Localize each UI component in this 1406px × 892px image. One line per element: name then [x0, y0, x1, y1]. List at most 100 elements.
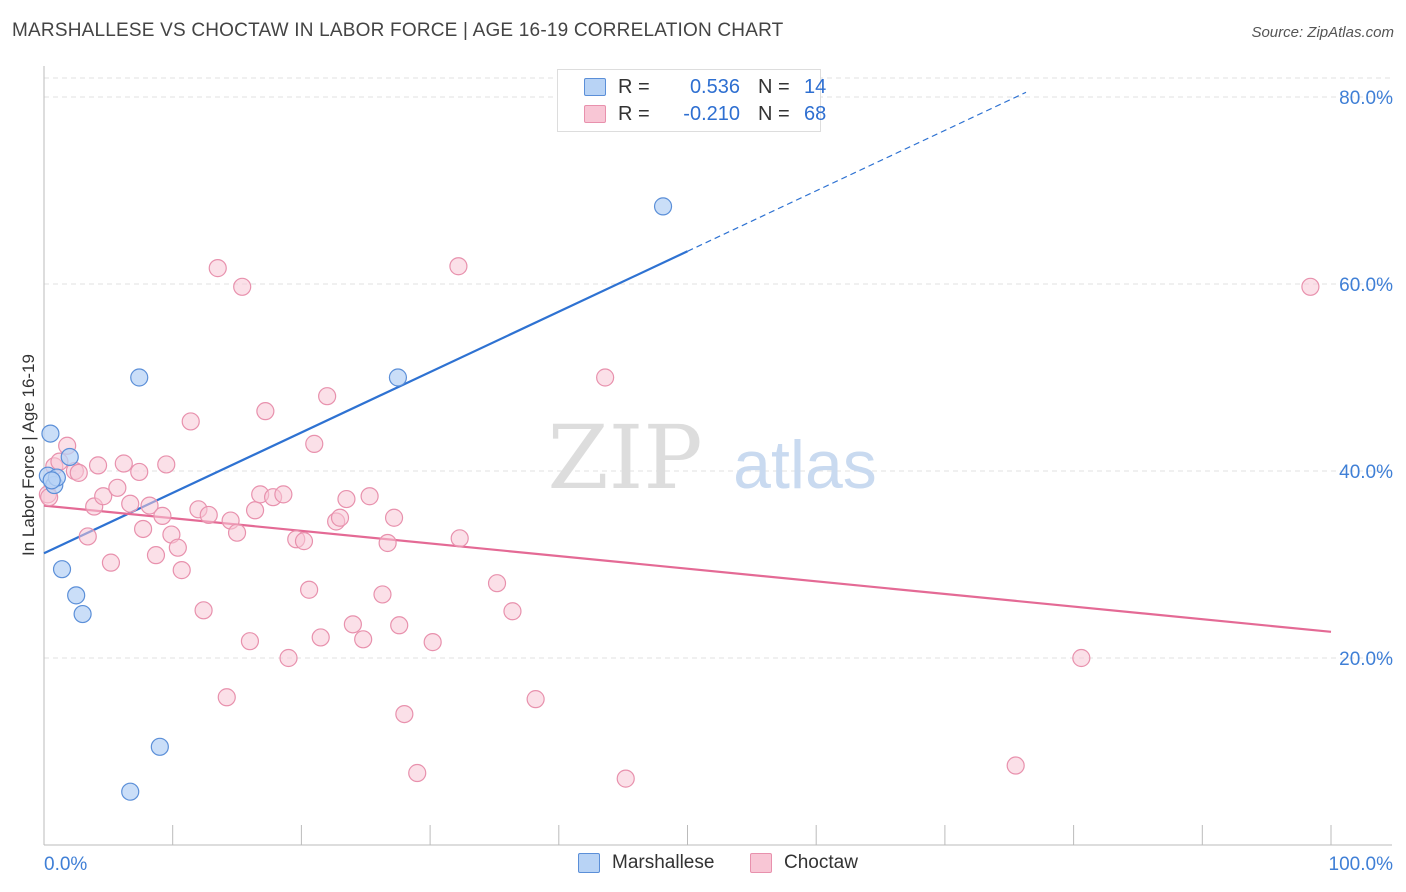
n-label: N = — [758, 75, 790, 98]
choctaw-point — [330, 508, 350, 527]
choctaw-point — [395, 704, 414, 724]
marshallese-legend-swatch — [578, 853, 600, 873]
choctaw-point — [94, 487, 113, 506]
r-value: 0.536 — [689, 75, 740, 98]
choctaw-legend-swatch — [750, 853, 772, 873]
choctaw-point — [181, 412, 200, 431]
tick-labels: 20.0% 40.0% 60.0% 80.0% 0.0% 100.0% — [44, 88, 1393, 875]
choctaw-point — [199, 505, 218, 525]
choctaw-point — [233, 277, 252, 296]
choctaw-point — [121, 494, 140, 513]
choctaw-point — [108, 478, 127, 497]
choctaw-point — [245, 501, 265, 520]
choctaw-point — [408, 763, 427, 783]
choctaw-point — [274, 485, 293, 504]
choctaw-point — [596, 368, 615, 387]
n-value: 68 — [804, 102, 827, 125]
trend-lines — [43, 91, 1332, 633]
choctaw-point — [256, 402, 275, 421]
choctaw-point — [153, 506, 172, 525]
choctaw-point — [450, 529, 469, 548]
watermark: ZIP atlas — [547, 406, 876, 509]
y-tick-label: 60.0% — [1339, 275, 1393, 296]
choctaw-point — [318, 387, 337, 406]
chart-title: MARSHALLESE VS CHOCTAW IN LABOR FORCE | … — [12, 20, 784, 41]
choctaw-point — [157, 455, 176, 474]
marshallese-point — [653, 197, 673, 216]
choctaw-point — [130, 462, 149, 482]
choctaw-point — [503, 602, 522, 621]
x-tick-label-max: 100.0% — [1329, 854, 1394, 875]
choctaw-point — [305, 434, 324, 453]
data-points — [38, 197, 1320, 801]
choctaw-point — [279, 648, 298, 668]
choctaw-point — [300, 580, 319, 599]
bottom-legend-choctaw: Choctaw — [750, 852, 858, 874]
r-label: R = — [618, 75, 650, 98]
x-tick-label-min: 0.0% — [44, 854, 87, 875]
choctaw-point — [526, 690, 545, 709]
choctaw-point — [101, 553, 121, 572]
marshallese-trend-extension — [687, 91, 1027, 252]
choctaw-point — [227, 523, 247, 542]
choctaw-point — [449, 257, 468, 276]
marshallese-point — [121, 782, 140, 801]
y-tick-label: 80.0% — [1339, 88, 1393, 109]
choctaw-point — [240, 632, 260, 651]
marshallese-swatch — [584, 78, 606, 96]
choctaw-point — [354, 630, 373, 649]
legend-row-choctaw: R = -0.210 N = 68 — [584, 103, 826, 125]
choctaw-point — [78, 527, 97, 546]
choctaw-point — [337, 489, 356, 509]
marshallese-point — [67, 586, 86, 605]
choctaw-trend-line — [43, 504, 1332, 633]
legend-row-marshallese: R = 0.536 N = 14 — [584, 76, 826, 98]
marshallese-point — [388, 368, 408, 387]
watermark-zip: ZIP — [547, 406, 702, 509]
watermark-atlas: atlas — [733, 427, 877, 503]
axes — [43, 66, 1392, 846]
choctaw-point — [616, 769, 635, 788]
choctaw-point — [487, 574, 507, 593]
marshallese-point — [42, 471, 61, 490]
choctaw-point — [294, 532, 314, 551]
choctaw-point — [390, 616, 409, 635]
choctaw-point — [343, 615, 362, 634]
r-value: -0.210 — [683, 102, 740, 125]
marshallese-point — [130, 368, 149, 387]
choctaw-swatch — [584, 105, 606, 123]
n-value: 14 — [804, 75, 827, 98]
choctaw-point — [133, 519, 153, 539]
choctaw-point — [311, 628, 330, 647]
source-label: Source: ZipAtlas.com — [1251, 24, 1394, 41]
choctaw-legend-label: Choctaw — [784, 852, 858, 873]
marshallese-point — [60, 447, 79, 467]
choctaw-point — [168, 538, 187, 557]
choctaw-point — [384, 508, 404, 527]
choctaw-point — [1301, 277, 1320, 296]
r-label: R = — [618, 102, 650, 125]
choctaw-point — [114, 454, 133, 473]
choctaw-point — [373, 585, 392, 604]
choctaw-point — [378, 533, 397, 553]
marshallese-point — [73, 604, 92, 624]
marshallese-legend-label: Marshallese — [612, 852, 715, 873]
choctaw-point — [140, 496, 159, 515]
choctaw-point — [194, 601, 213, 620]
marshallese-point — [150, 737, 169, 756]
choctaw-point — [69, 463, 88, 482]
n-label: N = — [758, 102, 790, 125]
choctaw-point — [208, 259, 227, 278]
correlation-legend: R = 0.536 N = 14 R = -0.210 N = 68 — [557, 69, 826, 132]
bottom-legend-marshallese: Marshallese — [578, 852, 714, 874]
marshallese-point — [52, 560, 72, 579]
choctaw-point — [146, 546, 166, 565]
choctaw-point — [1072, 648, 1091, 668]
marshallese-point — [41, 424, 60, 443]
choctaw-point — [1006, 756, 1025, 775]
choctaw-point — [423, 633, 442, 652]
y-tick-label: 20.0% — [1339, 649, 1393, 670]
choctaw-point — [217, 688, 236, 707]
y-tick-label: 40.0% — [1339, 462, 1393, 483]
